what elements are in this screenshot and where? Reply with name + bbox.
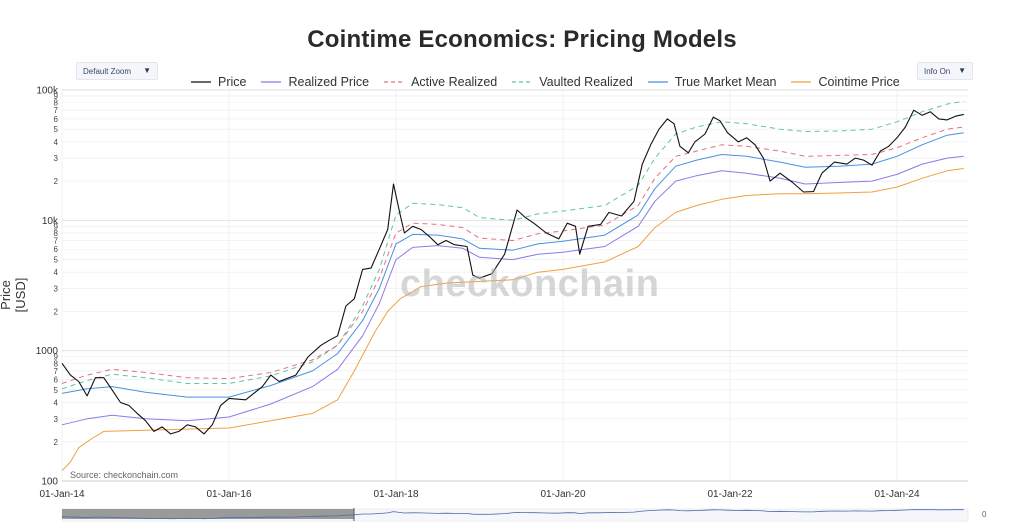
chart-legend: Price Realized Price Active Realized Vaulte… bbox=[190, 75, 914, 89]
legend-swatch bbox=[791, 81, 812, 83]
y-tick-label-minor: 5 bbox=[54, 386, 59, 395]
series-line-tmm bbox=[61, 132, 964, 398]
legend-item-active[interactable]: Active Realized bbox=[383, 75, 497, 89]
y-tick-label-minor: 9 bbox=[54, 222, 59, 231]
y-tick-label-minor: 7 bbox=[54, 237, 59, 246]
y-tick-label-minor: 8 bbox=[54, 229, 59, 238]
x-tick-label: 01-Jan-20 bbox=[540, 489, 585, 500]
info-dropdown[interactable]: Info On ▼ bbox=[917, 62, 973, 80]
y-tick-label-minor: 6 bbox=[54, 245, 59, 254]
series-line-realized bbox=[61, 155, 964, 426]
y-tick-label-minor: 3 bbox=[54, 154, 59, 163]
y-tick-label-minor: 2 bbox=[54, 438, 59, 447]
legend-swatch bbox=[647, 81, 668, 83]
y-tick-label-minor: 9 bbox=[54, 353, 59, 362]
y-tick-label: 100k bbox=[36, 86, 59, 97]
chevron-down-icon: ▼ bbox=[143, 66, 151, 75]
legend-swatch bbox=[191, 81, 211, 83]
navigator-mask bbox=[62, 509, 354, 519]
x-tick-label: 01-Jan-18 bbox=[373, 489, 418, 500]
y-tick-label-minor: 7 bbox=[54, 367, 59, 376]
legend-item-realized[interactable]: Realized Price bbox=[260, 75, 369, 89]
y-tick-label-minor: 4 bbox=[54, 268, 59, 277]
y-tick-label-minor: 4 bbox=[54, 138, 59, 147]
x-tick-label: 01-Jan-14 bbox=[39, 489, 84, 500]
source-note: Source: checkonchain.com bbox=[70, 470, 179, 480]
legend-item-price[interactable]: Price bbox=[190, 75, 246, 89]
y-tick-label: 10k bbox=[42, 216, 59, 227]
y-tick-label-minor: 4 bbox=[54, 399, 59, 408]
y-tick-label-minor: 8 bbox=[54, 359, 59, 368]
legend-swatch bbox=[512, 81, 533, 83]
y-tick-label-minor: 2 bbox=[54, 177, 59, 186]
legend-label: Realized Price bbox=[288, 75, 370, 89]
y-tick-label-minor: 2 bbox=[54, 307, 59, 316]
navigator-series bbox=[61, 509, 964, 520]
y-tick-label-minor: 5 bbox=[54, 256, 59, 265]
legend-item-tmm[interactable]: True Market Mean bbox=[647, 75, 777, 89]
y-tick-label-minor: 9 bbox=[54, 92, 59, 101]
x-tick-label: 01-Jan-24 bbox=[875, 489, 920, 500]
legend-label: Vaulted Realized bbox=[539, 75, 633, 89]
y-tick-label: 100 bbox=[41, 477, 58, 488]
range-navigator[interactable] bbox=[61, 508, 969, 522]
y-axis-label: Price [USD] bbox=[0, 277, 28, 313]
chart-title: Cointime Economics: Pricing Models bbox=[307, 26, 737, 53]
zoom-dropdown[interactable]: Default Zoom ▼ bbox=[76, 62, 158, 80]
series-line-vaulted bbox=[61, 100, 964, 390]
series-line-active bbox=[61, 126, 964, 384]
legend-item-vaulted[interactable]: Vaulted Realized bbox=[511, 75, 633, 89]
x-tick-label: 01-Jan-16 bbox=[206, 489, 251, 500]
legend-swatch bbox=[261, 81, 282, 83]
x-tick-label: 01-Jan-22 bbox=[708, 489, 753, 500]
y-tick-label-minor: 5 bbox=[54, 125, 59, 134]
y-tick-label-minor: 6 bbox=[54, 115, 59, 124]
zoom-dropdown-label: Default Zoom bbox=[83, 66, 132, 76]
watermark: checkonchain bbox=[400, 263, 660, 305]
y-tick-label-minor: 6 bbox=[54, 376, 59, 385]
series-line-cointime bbox=[61, 168, 964, 472]
navigator-right-label: 0 bbox=[982, 510, 987, 519]
chevron-down-icon: ▼ bbox=[958, 66, 966, 75]
y-tick-label-minor: 8 bbox=[54, 99, 59, 108]
x-axis: 01-Jan-14 01-Jan-16 01-Jan-18 01-Jan-20 01-J… bbox=[39, 480, 968, 500]
legend-swatch bbox=[384, 81, 405, 83]
info-dropdown-label: Info On bbox=[924, 66, 951, 76]
legend-label: Price bbox=[218, 75, 247, 89]
legend-item-cointime[interactable]: Cointime Price bbox=[790, 75, 900, 89]
y-tick-label-minor: 7 bbox=[54, 106, 59, 115]
chart-series bbox=[61, 100, 964, 472]
series-line-price bbox=[61, 109, 964, 435]
legend-label: Active Realized bbox=[411, 75, 498, 89]
y-tick-label-minor: 3 bbox=[54, 284, 59, 293]
y-tick-label-minor: 3 bbox=[54, 415, 59, 424]
y-tick-label: 1000 bbox=[36, 346, 59, 357]
legend-label: True Market Mean bbox=[674, 75, 777, 89]
legend-label: Cointime Price bbox=[818, 75, 900, 89]
